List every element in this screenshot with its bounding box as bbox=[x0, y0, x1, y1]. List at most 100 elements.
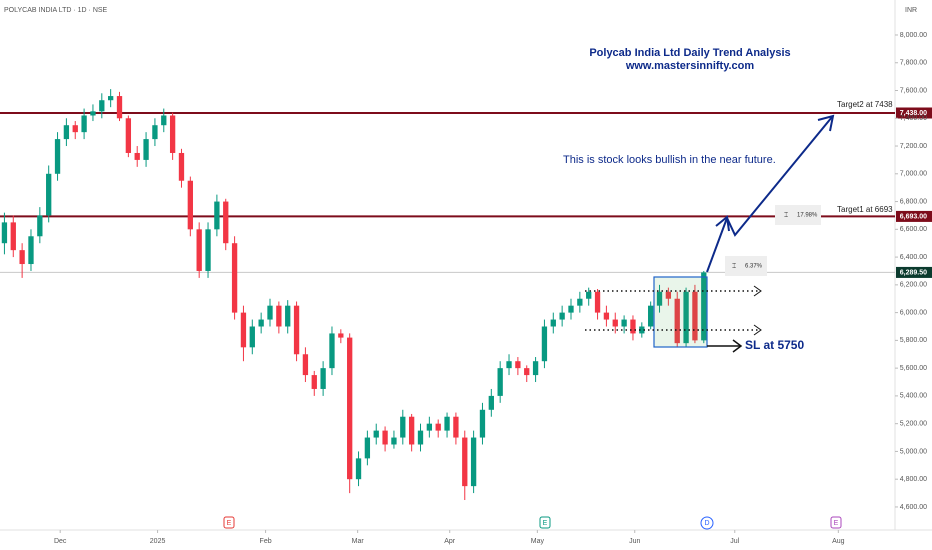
earnings-icon bbox=[539, 516, 551, 529]
candle-body bbox=[550, 319, 556, 327]
candle-body bbox=[205, 229, 211, 271]
y-tick-label: 5,800.00 bbox=[900, 337, 927, 344]
target2-label: Target2 at 7438 bbox=[837, 100, 893, 109]
candle-body bbox=[382, 430, 388, 445]
measure-label: 17.98% bbox=[797, 213, 818, 219]
dividend-icon-text: D bbox=[704, 520, 709, 527]
candle-body bbox=[603, 312, 610, 320]
measure-box bbox=[775, 205, 821, 225]
candle-body bbox=[400, 416, 406, 438]
candle-body bbox=[559, 312, 565, 320]
candle-body bbox=[656, 291, 663, 306]
candle-body bbox=[453, 416, 459, 438]
candles bbox=[1, 89, 707, 501]
candle-body bbox=[223, 201, 229, 244]
candle-body bbox=[692, 291, 698, 341]
y-tick-label: 7,400.00 bbox=[900, 115, 927, 122]
x-tick-label: Feb bbox=[260, 538, 272, 545]
candle-body bbox=[99, 100, 105, 112]
candle-body bbox=[240, 312, 247, 348]
measure-label: 6.37% bbox=[745, 264, 763, 270]
measure-icon: ⌶ bbox=[732, 263, 736, 270]
candle-body bbox=[125, 118, 132, 153]
y-tick-label: 7,000.00 bbox=[900, 171, 927, 178]
chart-title: Polycab India Ltd Daily Trend Analysis bbox=[589, 47, 790, 59]
candle-body bbox=[355, 458, 362, 480]
candle-body bbox=[28, 236, 34, 265]
candle-body bbox=[46, 173, 52, 216]
y-tick-label: 6,000.00 bbox=[900, 309, 927, 316]
candle-body bbox=[258, 319, 264, 327]
candle-body bbox=[72, 125, 78, 133]
candle-body bbox=[169, 115, 176, 153]
candle-body bbox=[338, 333, 344, 338]
candle-body bbox=[568, 305, 574, 313]
target1-label: Target1 at 6693 bbox=[837, 205, 893, 214]
arrow-head bbox=[817, 114, 835, 132]
candle-body bbox=[488, 395, 494, 410]
symbol: POLYCAB INDIA LTD · 1D · NSE bbox=[4, 7, 108, 14]
candle-body bbox=[19, 250, 25, 265]
candle-body bbox=[470, 437, 477, 487]
x-tick-label: Dec bbox=[54, 538, 67, 545]
candle-body bbox=[417, 430, 424, 445]
candle-body bbox=[435, 423, 441, 431]
candle-body bbox=[161, 115, 167, 126]
arrow-head bbox=[753, 324, 762, 336]
price-level-label: 6,693.00 bbox=[900, 213, 927, 220]
candle-body bbox=[444, 416, 450, 431]
candle-body bbox=[320, 368, 326, 389]
candle-body bbox=[524, 368, 530, 376]
candle-body bbox=[54, 139, 61, 174]
currency: INR bbox=[905, 7, 917, 14]
x-tick-label: Jun bbox=[629, 538, 640, 545]
earnings-icon bbox=[223, 516, 235, 529]
candle-body bbox=[612, 319, 618, 327]
y-tick-label: 6,400.00 bbox=[900, 254, 927, 261]
y-tick-label: 8,000.00 bbox=[900, 32, 927, 39]
candle-body bbox=[187, 180, 193, 230]
y-tick-label: 4,600.00 bbox=[900, 504, 927, 511]
measure-icon: ⌶ bbox=[784, 212, 788, 219]
candle-body bbox=[462, 437, 468, 487]
candle-body bbox=[214, 201, 220, 230]
price-level-label: 7,438.00 bbox=[900, 110, 927, 117]
earnings-icon bbox=[830, 516, 842, 529]
candle-body bbox=[116, 96, 123, 119]
candle-body bbox=[639, 326, 645, 334]
price-level-label: 6,289.50 bbox=[900, 269, 927, 276]
candle-body bbox=[1, 222, 8, 244]
candle-body bbox=[276, 305, 282, 327]
candle-body bbox=[497, 368, 503, 396]
candle-body bbox=[347, 337, 353, 480]
candle-body bbox=[10, 222, 16, 251]
candle-body bbox=[134, 152, 140, 160]
y-tick-label: 5,400.00 bbox=[900, 393, 927, 400]
measure-box bbox=[725, 256, 767, 276]
candle-body bbox=[408, 416, 415, 445]
candle-body bbox=[329, 333, 335, 369]
x-tick-label: Apr bbox=[444, 538, 456, 545]
earnings-icon-text: E bbox=[227, 520, 232, 527]
y-tick-label: 6,200.00 bbox=[900, 282, 927, 289]
earnings-icon-text: E bbox=[543, 520, 548, 527]
candle-body bbox=[90, 111, 96, 116]
candle-body bbox=[391, 437, 397, 445]
candle-body bbox=[143, 139, 149, 160]
price-level-tag bbox=[896, 266, 932, 278]
range-box bbox=[653, 276, 708, 348]
candle-body bbox=[152, 125, 158, 140]
candle-body bbox=[267, 305, 273, 320]
candle-body bbox=[594, 291, 601, 313]
candle-body bbox=[665, 291, 672, 299]
candle-body bbox=[674, 298, 680, 344]
candle-body bbox=[701, 272, 707, 341]
candle-body bbox=[178, 152, 185, 181]
candle-body bbox=[249, 326, 255, 348]
price-level-tag bbox=[896, 107, 932, 119]
candle-body bbox=[293, 305, 300, 355]
candle-body bbox=[515, 361, 521, 369]
candle-body bbox=[231, 243, 238, 313]
candle-body bbox=[683, 291, 689, 344]
candle-body bbox=[630, 319, 636, 334]
